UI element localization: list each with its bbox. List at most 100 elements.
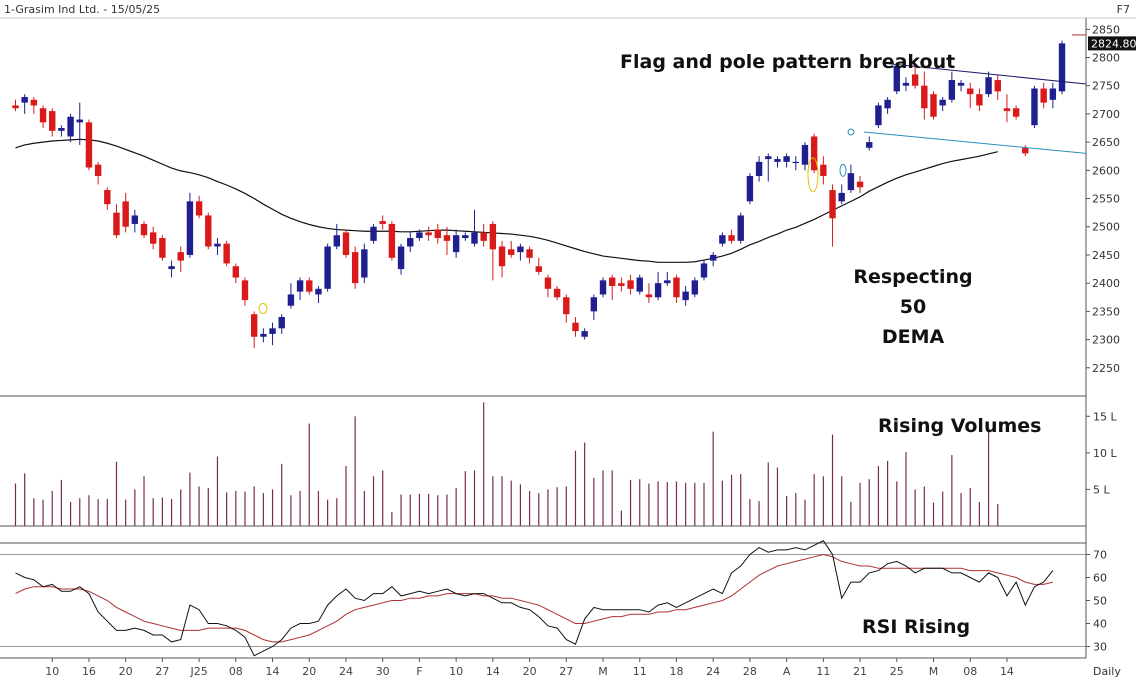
candle (930, 91, 937, 120)
candle-body (407, 238, 414, 247)
price-tick-label: 2600 (1092, 164, 1120, 177)
candle (645, 283, 653, 303)
candle (746, 173, 754, 205)
x-tick-label: 24 (706, 665, 720, 678)
annotation-volumes: Rising Volumes (878, 415, 1042, 437)
hotkey-label: F7 (1116, 3, 1130, 16)
candle (351, 246, 359, 289)
candle (609, 274, 616, 301)
candle-body (875, 105, 882, 126)
candle-body (599, 280, 607, 295)
candle (159, 235, 166, 261)
candle-body (388, 223, 396, 258)
candle-body (379, 221, 386, 224)
rsi-tick-label: 50 (1093, 595, 1107, 608)
candle (214, 238, 221, 255)
candle (590, 294, 598, 320)
candle (985, 71, 992, 97)
candle (425, 226, 432, 241)
candle (939, 96, 946, 112)
candle (783, 153, 790, 168)
candle (260, 328, 267, 343)
candle-body (994, 80, 1001, 92)
candle-body (719, 235, 726, 244)
rsi-line (15, 540, 1054, 657)
candle (361, 243, 368, 284)
candle-body (168, 266, 175, 270)
candle (462, 232, 469, 241)
candle (765, 153, 772, 182)
candle (709, 252, 717, 267)
candle-body (76, 119, 83, 123)
candle-body (315, 288, 322, 295)
candle-body (205, 215, 212, 247)
candle (333, 223, 340, 250)
candle-body (755, 161, 763, 176)
rsi-tick-label: 60 (1093, 572, 1107, 585)
candle (654, 271, 662, 301)
x-tick-label: 18 (669, 665, 683, 678)
candle-body (829, 190, 836, 219)
candle-body (452, 235, 460, 253)
candle (58, 125, 65, 137)
candle-body (333, 235, 340, 247)
candle-body (939, 99, 946, 106)
candle-body (783, 156, 790, 162)
x-tick-label: 21 (853, 665, 867, 678)
x-tick-label: 25 (890, 665, 904, 678)
candle (168, 260, 175, 278)
candle-body (214, 243, 221, 247)
candle (636, 274, 643, 295)
price-tick-label: 2250 (1092, 362, 1120, 375)
candle-body (792, 161, 799, 164)
candle-body (728, 235, 735, 241)
candle-body (122, 201, 129, 227)
x-tick-label: 27 (559, 665, 573, 678)
candle (1049, 82, 1057, 109)
candle (508, 240, 515, 258)
x-tick-label: F (416, 665, 422, 678)
candle (691, 277, 699, 298)
candle (269, 322, 276, 346)
price-tick-label: 2550 (1092, 193, 1120, 206)
candle-body (30, 99, 38, 106)
candle (416, 229, 423, 241)
candle (967, 82, 974, 109)
candle-body (416, 232, 423, 239)
candle (1040, 82, 1047, 109)
candle (755, 156, 763, 182)
candle-body (361, 249, 368, 278)
candle-body (572, 322, 579, 332)
candle (388, 221, 396, 261)
candle-body (269, 328, 276, 334)
candle-body (948, 80, 956, 100)
x-tick-label: 20 (119, 665, 133, 678)
candle (581, 328, 588, 340)
candle-body (1022, 147, 1029, 154)
candle (443, 226, 451, 255)
candle-body (489, 223, 497, 250)
x-tick-label: 14 (1000, 665, 1014, 678)
candle-body (1003, 108, 1011, 112)
candle-body (884, 99, 891, 109)
candle-body (39, 108, 47, 123)
candle-body (250, 314, 258, 337)
candle-body (691, 280, 699, 295)
candle-body (104, 190, 111, 205)
candle (792, 156, 799, 171)
x-tick-label: 08 (963, 665, 977, 678)
candle-body (774, 159, 781, 162)
candle-body (1012, 108, 1020, 117)
price-tick-label: 2450 (1092, 249, 1120, 262)
x-tick-label: 14 (266, 665, 280, 678)
candle (618, 277, 625, 292)
candle-body (498, 246, 506, 267)
candle-body (177, 252, 184, 261)
x-tick-label: 10 (45, 665, 59, 678)
candle-body (351, 252, 359, 284)
candle-body (866, 142, 873, 148)
price-tick-label: 2400 (1092, 277, 1120, 290)
candle-body (967, 88, 974, 95)
chart-title: 1-Grasim Ind Ltd. - 15/05/25 (4, 3, 161, 16)
